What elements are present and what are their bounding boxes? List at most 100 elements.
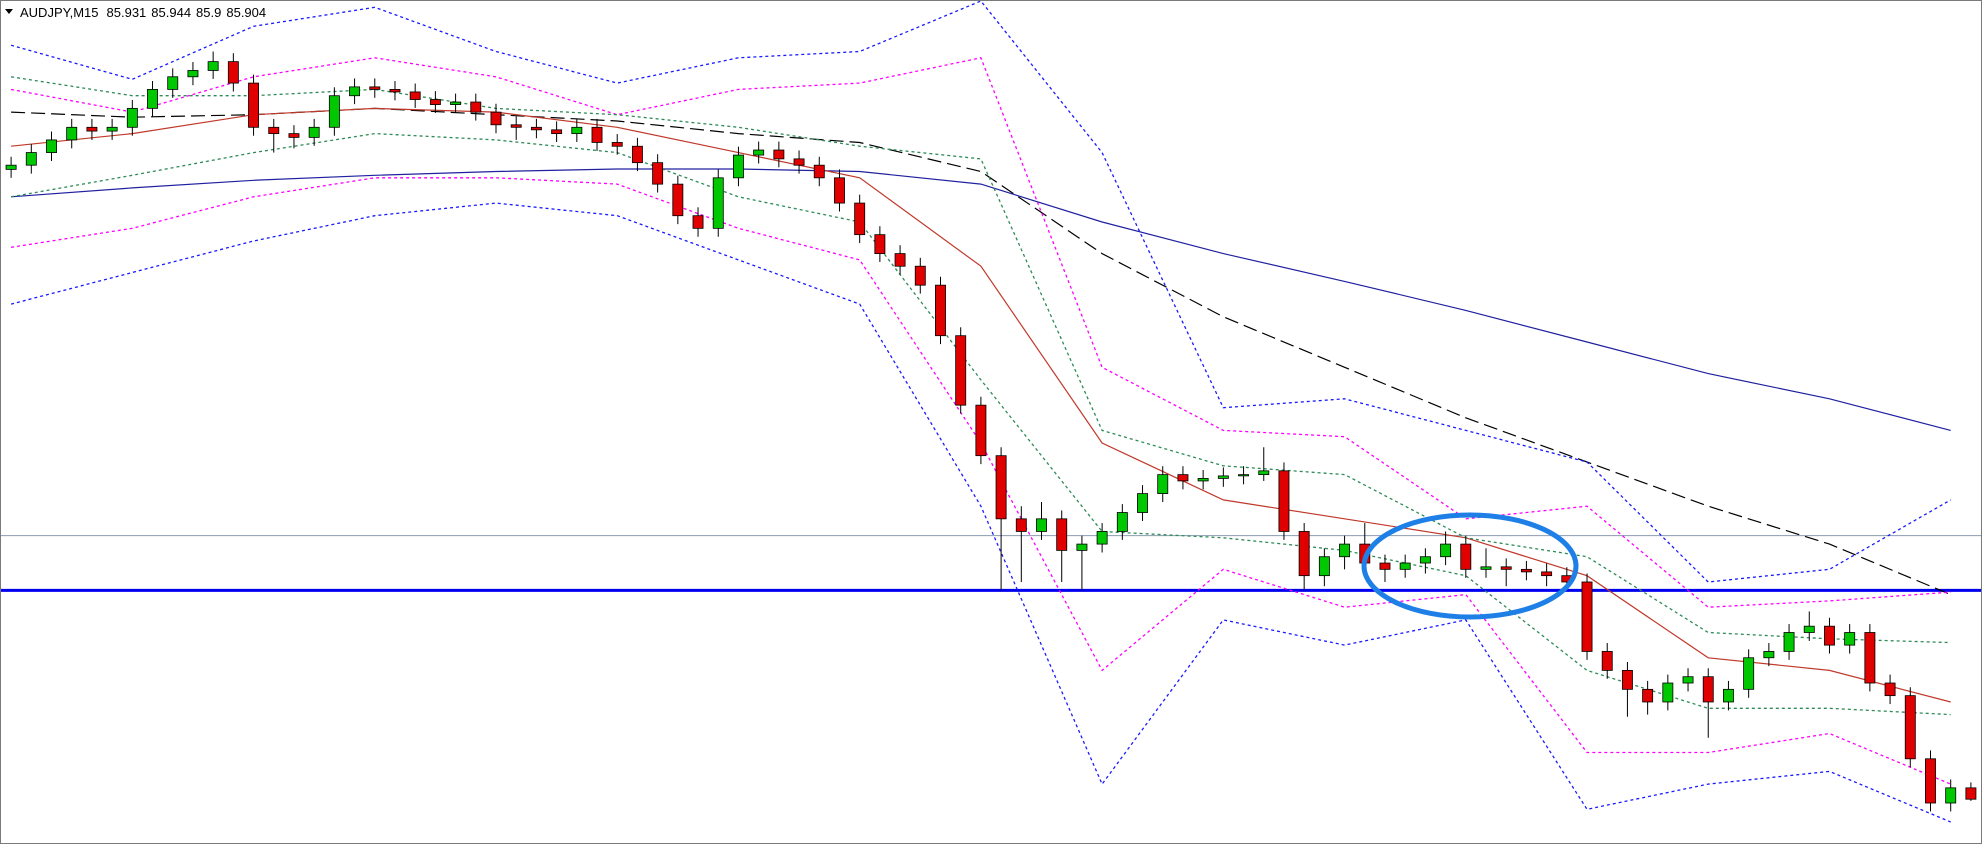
candle-body (207, 61, 219, 71)
candle-body (874, 234, 886, 254)
candle-body (1480, 566, 1492, 570)
candle-body (369, 86, 381, 90)
candle-body (652, 162, 664, 185)
candle-body (248, 82, 260, 128)
candle-body (1601, 651, 1613, 671)
candle-body (975, 404, 987, 457)
symbol: AUDJPY,M15 (20, 5, 99, 20)
candle-body (1621, 669, 1633, 690)
candle-body (510, 124, 522, 128)
candle-body (167, 76, 179, 90)
candle-body (1379, 562, 1391, 570)
candle-body (86, 126, 98, 132)
candle-body (1440, 543, 1452, 558)
candle-body (1763, 651, 1775, 659)
candle-body (66, 126, 78, 141)
candle-body (147, 89, 158, 109)
last-close: 85.904 (226, 5, 266, 20)
candle-body (1298, 531, 1310, 577)
candle-body (268, 126, 280, 135)
candle-body (611, 142, 623, 147)
candle-body (1803, 625, 1815, 633)
candle-body (1520, 568, 1532, 573)
candle-body (1965, 787, 1977, 800)
candle-body (1884, 682, 1896, 697)
candle-body (349, 86, 361, 97)
candle-body (1157, 474, 1169, 494)
candle-body (1177, 474, 1189, 482)
candle-body (227, 61, 239, 84)
candle-body (1278, 470, 1290, 532)
candle-body (1116, 512, 1128, 532)
candle-body (1399, 562, 1411, 570)
last-high: 85.944 (151, 5, 191, 20)
candle-body (773, 149, 785, 160)
candle-body (834, 177, 845, 204)
candle-body (409, 91, 421, 100)
candle-body (571, 126, 583, 135)
candle-body (106, 126, 118, 132)
candle-body (793, 158, 805, 166)
candle-body (1076, 543, 1088, 551)
candle-body (308, 126, 320, 138)
candle-body (1722, 688, 1734, 703)
candle-body (1036, 518, 1047, 532)
candle-body (955, 335, 967, 406)
indicator-line (11, 168, 1951, 431)
candle-body (1419, 556, 1431, 564)
candle-body (389, 89, 401, 93)
indicator-line (10, 57, 1951, 608)
candle-body (753, 149, 765, 156)
candle-body (470, 101, 482, 113)
candle-body (328, 95, 340, 128)
plot-area (1, 0, 1981, 823)
candle-body (1238, 474, 1250, 477)
candle-body (490, 111, 502, 126)
last-open: 85.931 (107, 5, 147, 20)
header-arrow (5, 9, 13, 14)
candle-body (1864, 632, 1876, 684)
candle-body (1824, 625, 1835, 646)
candle-body (450, 101, 462, 105)
candle-body (1217, 475, 1229, 479)
candle-body (1258, 470, 1270, 476)
candle-body (530, 126, 542, 131)
candle-body (692, 215, 704, 229)
candle-body (712, 177, 724, 229)
candle-body (1581, 581, 1593, 652)
candle-body (1339, 543, 1351, 558)
candle-body (126, 107, 138, 128)
candle-body (1460, 543, 1472, 570)
candle-body (1682, 676, 1694, 684)
candle-body (591, 126, 603, 143)
candle-body (46, 139, 57, 153)
candle-body (288, 133, 300, 138)
candle-body (25, 152, 37, 166)
candle-body (1096, 531, 1108, 545)
indicator-line (10, 132, 1951, 716)
highlight-ellipse (1361, 512, 1579, 620)
candle-body (1500, 566, 1512, 570)
chart-header: AUDJPY,M15 85.931 85.944 85.9 85.904 (20, 5, 266, 20)
candle-body (1318, 556, 1330, 577)
candle-body (187, 70, 199, 78)
candle-body (813, 164, 825, 179)
candle-body (631, 145, 643, 164)
candle-body (1945, 787, 1957, 804)
candle-body (1904, 695, 1916, 760)
candle-body (1662, 682, 1674, 703)
candle-body (551, 129, 563, 135)
candle-body (935, 284, 946, 337)
candle-body (732, 154, 744, 179)
candle-body (914, 265, 926, 286)
candle-body (1541, 571, 1553, 577)
candle-body (1844, 632, 1856, 646)
candle-body (1743, 657, 1755, 690)
candle-body (1702, 676, 1714, 703)
candle-body (429, 99, 441, 105)
candle-body (5, 164, 17, 170)
candle-body (1056, 518, 1068, 551)
candle-body (1925, 758, 1936, 804)
